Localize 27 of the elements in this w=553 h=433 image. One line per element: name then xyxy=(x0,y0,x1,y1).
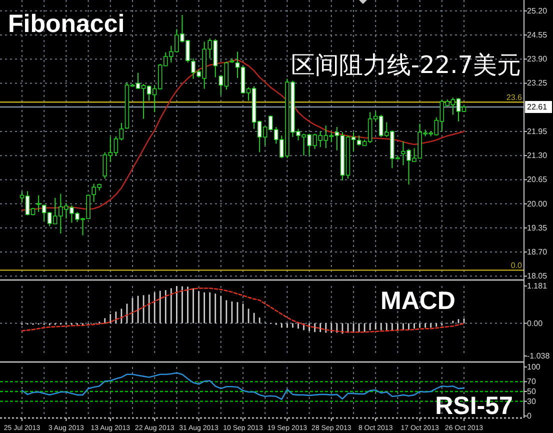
y-tick-label: 19.35 xyxy=(527,223,548,232)
y-tick-label: 18.05 xyxy=(527,272,548,281)
y-tick-label: 100 xyxy=(527,362,541,372)
y-tick-label: 50 xyxy=(527,387,536,396)
annotation: 23.6 xyxy=(506,93,523,102)
y-tick-label: 0.00 xyxy=(527,318,544,328)
y-tick-label: 18.70 xyxy=(527,248,548,257)
candlestick xyxy=(36,194,41,212)
annotation: 区间阻力线-22.7美元 xyxy=(290,51,521,79)
y-tick-label: 24.55 xyxy=(527,30,548,40)
chart-title: MACD xyxy=(380,287,456,315)
y-tick-label: 70 xyxy=(527,377,536,386)
y-tick-label: 21.95 xyxy=(527,126,548,136)
annotation: 0.0 xyxy=(510,261,523,270)
y-tick-label: 25.20 xyxy=(527,6,548,16)
ref-line-label: 22.61 xyxy=(527,102,548,112)
chart-title: Fibonacci xyxy=(8,10,125,38)
y-tick-label: -1.038 xyxy=(527,352,550,360)
y-tick-label: 20.65 xyxy=(527,175,548,184)
y-tick-label: 0 xyxy=(527,412,532,420)
line-series xyxy=(21,288,465,333)
y-tick-label: 30 xyxy=(527,396,536,406)
y-tick-label: 21.30 xyxy=(527,151,548,160)
y-tick-label: 23.25 xyxy=(527,78,548,88)
y-tick-label: 1.181 xyxy=(527,282,548,290)
y-tick-label: 20.00 xyxy=(527,199,548,208)
y-tick-label: 23.90 xyxy=(527,54,548,64)
